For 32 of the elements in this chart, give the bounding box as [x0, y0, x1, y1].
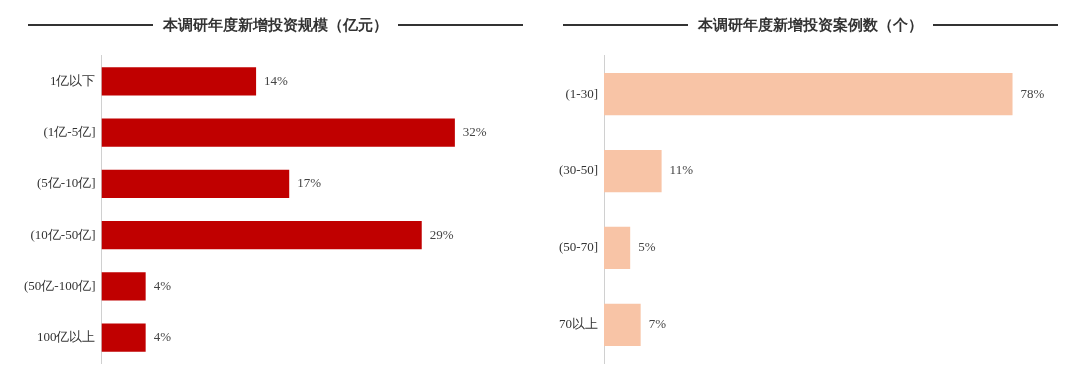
- bar: [604, 303, 641, 346]
- data-label: 4%: [153, 277, 172, 293]
- y-tick-label: (5亿-10亿]: [36, 175, 96, 191]
- chart-title: 本调研年度新增投资规模（亿元）: [163, 15, 388, 35]
- chart-title: 本调研年度新增投资案例数（个）: [698, 15, 923, 35]
- data-label: 4%: [153, 329, 172, 345]
- bar: [604, 73, 1013, 116]
- y-tick-label: (1亿-5亿]: [43, 124, 96, 140]
- data-label: 29%: [429, 226, 454, 242]
- bar: [101, 169, 290, 198]
- y-tick-label: (1-30]: [565, 85, 598, 101]
- bar: [101, 67, 257, 96]
- y-tick-label: (50-70]: [559, 239, 598, 255]
- bar: [604, 226, 631, 270]
- y-tick-label: 1亿以下: [49, 72, 96, 88]
- bar: [101, 118, 455, 147]
- y-tick-label: (10亿-50亿]: [30, 226, 96, 242]
- bar: [101, 221, 422, 250]
- data-label: 11%: [669, 162, 694, 178]
- bar: [604, 149, 662, 193]
- data-label: 7%: [648, 316, 667, 332]
- y-tick-label: (30-50]: [559, 162, 598, 178]
- y-tick-label: 100亿以上: [36, 329, 96, 345]
- data-label: 78%: [1020, 85, 1045, 101]
- bar: [101, 272, 146, 301]
- data-label: 14%: [264, 72, 289, 88]
- y-tick-label: 70以上: [559, 316, 598, 332]
- data-label: 5%: [638, 239, 656, 255]
- data-label: 17%: [297, 175, 322, 191]
- y-tick-label: (50亿-100亿]: [23, 277, 96, 293]
- bar: [101, 323, 146, 352]
- data-label: 32%: [462, 124, 487, 140]
